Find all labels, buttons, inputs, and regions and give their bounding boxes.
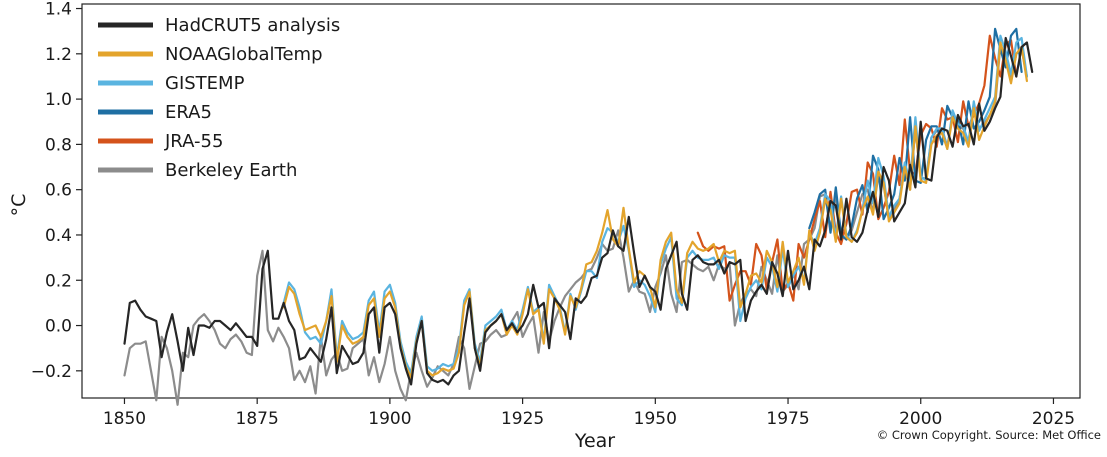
series-line-hadcrut5-analysis	[123, 36, 1034, 386]
y-tick-label: 0.2	[45, 271, 72, 291]
axes-layer: 1850 1875 1900 1925 1950 1975 2000 2025 −0.2 0.0 0…	[31, 0, 1075, 429]
x-tick-label: 1925	[501, 409, 544, 429]
legend-label-gistemp: GISTEMP	[165, 73, 245, 94]
copyright-credit: © Crown Copyright. Source: Met Office	[876, 428, 1101, 442]
legend: HadCRUT5 analysis NOAAGlobalTemp GISTEMP ER…	[98, 15, 340, 181]
series-line-gistemp	[282, 34, 1029, 375]
y-tick-label: 1.4	[45, 0, 72, 20]
y-tick-label: 1.2	[45, 45, 72, 65]
x-tick-label: 1900	[368, 409, 411, 429]
series-line-jra-55	[696, 34, 1018, 302]
legend-label-jra-55: JRA-55	[164, 131, 223, 152]
y-tick-label: −0.2	[31, 362, 72, 382]
y-tick-label: 0.0	[45, 317, 72, 337]
y-tick-label: 0.6	[45, 181, 72, 201]
y-tick-label: 1.0	[45, 90, 72, 110]
legend-label-berkeley-earth: Berkeley Earth	[165, 160, 297, 181]
x-tick-label: 1975	[766, 409, 809, 429]
x-tick-label: 2000	[899, 409, 942, 429]
plot-border	[81, 3, 1081, 399]
legend-label-era5: ERA5	[165, 102, 212, 123]
y-axis-title: °C	[8, 194, 30, 217]
x-tick-label: 1875	[236, 409, 279, 429]
series-line-noaaglobaltemp	[282, 41, 1029, 379]
x-tick-label: 2025	[1032, 409, 1075, 429]
legend-label-hadcrut5-analysis: HadCRUT5 analysis	[165, 15, 340, 36]
series-line-berkeley-earth	[123, 43, 1029, 406]
plot-frame	[81, 3, 1081, 399]
y-tick-label: 0.4	[45, 226, 72, 246]
series-layer	[123, 27, 1034, 406]
x-tick-label: 1950	[634, 409, 677, 429]
x-axis-title: Year	[574, 430, 615, 452]
legend-label-noaaglobaltemp: NOAAGlobalTemp	[165, 44, 323, 65]
x-tick-label: 1850	[103, 409, 146, 429]
y-tick-label: 0.8	[45, 135, 72, 155]
